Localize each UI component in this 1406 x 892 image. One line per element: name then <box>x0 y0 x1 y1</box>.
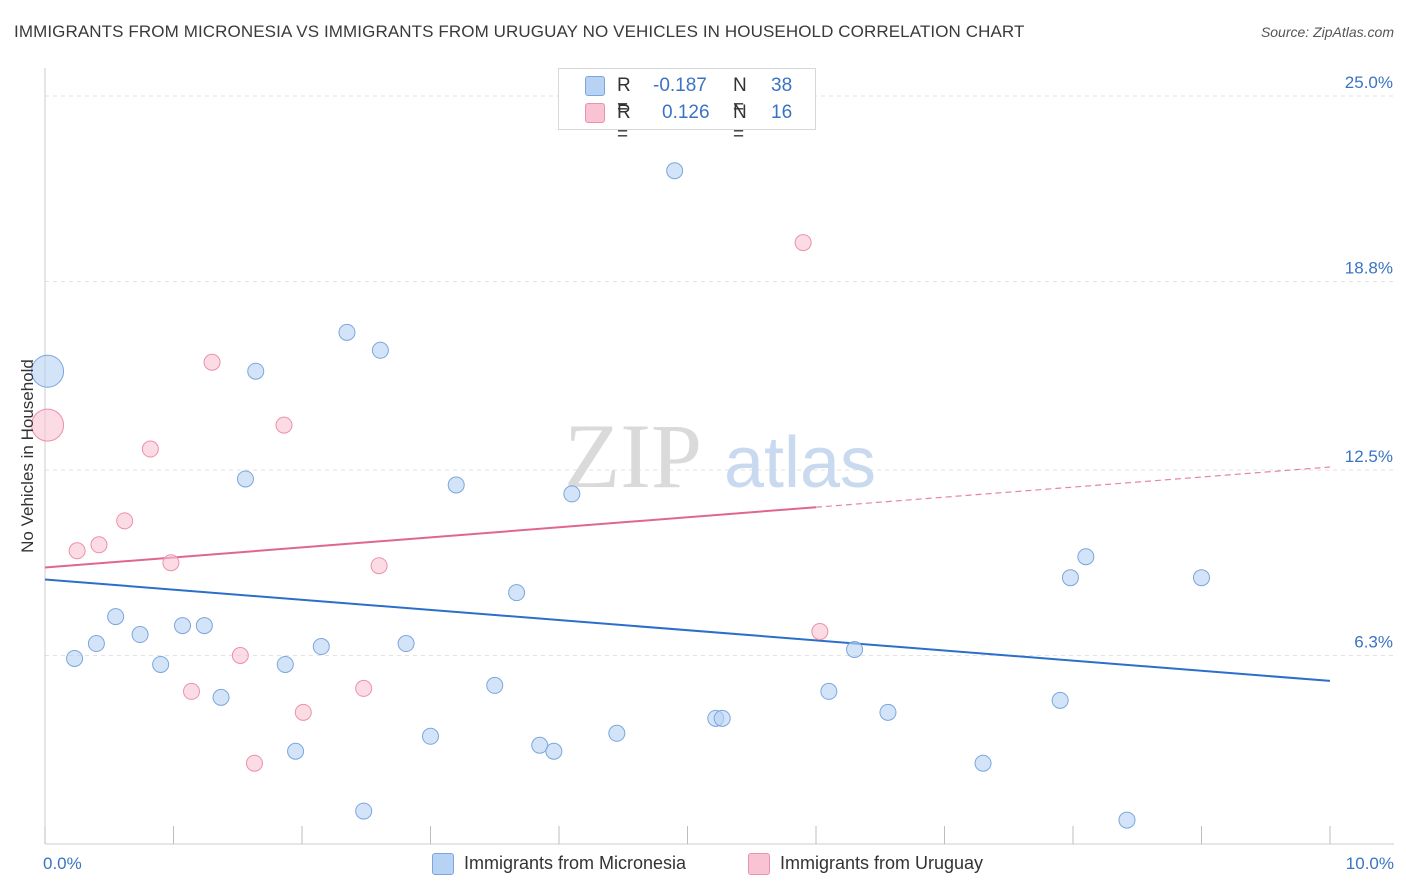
data-point-micronesia <box>608 724 626 742</box>
data-point-uruguay <box>794 234 812 252</box>
grid-lines <box>45 95 1394 656</box>
x-tick-label: 10.0% <box>1346 854 1394 873</box>
data-point-micronesia <box>371 341 389 359</box>
watermark-atlas: atlas <box>724 423 876 503</box>
data-point-uruguay <box>182 682 200 700</box>
data-point-uruguay <box>68 542 86 560</box>
data-point-micronesia <box>486 676 504 694</box>
data-point-micronesia <box>1193 569 1210 587</box>
x-tick-label: 0.0% <box>43 854 82 873</box>
data-point-micronesia <box>31 354 65 388</box>
data-point-micronesia <box>338 323 356 341</box>
legend-r-value: -0.187 <box>653 75 707 96</box>
data-point-micronesia <box>1118 811 1136 829</box>
data-point-micronesia <box>563 485 581 503</box>
data-point-micronesia <box>545 742 563 760</box>
legend-swatch-micronesia <box>585 76 605 96</box>
legend-n-label: N = <box>733 102 747 145</box>
data-point-micronesia <box>713 709 731 727</box>
y-tick-label: 18.8% <box>1345 258 1393 277</box>
tick-labels: 6.3% 12.5% 18.8% 25.0% 0.0% 10.0% <box>43 73 1394 873</box>
watermark-zip: ZIP <box>564 405 702 507</box>
data-point-micronesia <box>666 162 684 180</box>
data-point-micronesia <box>173 617 191 635</box>
series-label-micronesia: Immigrants from Micronesia <box>464 853 687 873</box>
data-point-micronesia <box>236 470 254 488</box>
watermark: ZIP atlas <box>564 405 876 507</box>
data-point-micronesia <box>846 641 864 659</box>
data-point-uruguay <box>811 623 829 641</box>
data-point-micronesia <box>287 742 305 760</box>
data-point-micronesia <box>447 476 465 494</box>
series-legend: Immigrants from Micronesia Immigrants fr… <box>0 852 1406 878</box>
data-point-micronesia <box>195 617 213 635</box>
correlation-legend: R = -0.187 N = 38 R = 0.126 N = 16 <box>558 68 816 145</box>
data-point-micronesia <box>107 608 125 626</box>
legend-n-value: 38 <box>771 75 793 96</box>
y-tick-label: 25.0% <box>1345 73 1393 92</box>
y-tick-label: 6.3% <box>1354 632 1393 651</box>
series-swatch-micronesia <box>432 853 454 875</box>
data-point-micronesia <box>531 736 549 754</box>
data-point-micronesia <box>66 649 84 667</box>
data-point-micronesia <box>974 754 992 772</box>
data-point-micronesia <box>212 688 230 706</box>
data-point-micronesia <box>247 362 265 380</box>
chart-title: IMMIGRANTS FROM MICRONESIA VS IMMIGRANTS… <box>14 22 1025 41</box>
y-axis-label: No Vehicles in Household <box>18 359 37 553</box>
data-point-uruguay <box>275 416 293 434</box>
data-point-micronesia <box>355 802 373 820</box>
data-point-micronesia <box>276 655 294 673</box>
data-point-uruguay <box>370 557 388 575</box>
series-swatch-uruguay <box>748 853 770 875</box>
data-point-uruguay <box>141 440 159 458</box>
data-point-uruguay <box>203 353 221 371</box>
data-point-micronesia <box>508 584 526 602</box>
legend-n-value: 16 <box>771 102 793 123</box>
y-tick-label: 12.5% <box>1345 447 1393 466</box>
data-point-uruguay <box>31 408 65 442</box>
axes <box>44 68 1394 845</box>
data-point-micronesia <box>397 635 415 653</box>
data-point-micronesia <box>1061 569 1079 587</box>
series-label-uruguay: Immigrants from Uruguay <box>780 853 984 873</box>
data-point-uruguay <box>355 679 373 697</box>
data-point-micronesia <box>879 703 897 721</box>
source-attribution: Source: ZipAtlas.com <box>1260 24 1394 40</box>
data-point-uruguay <box>294 703 312 721</box>
trend-line-micronesia <box>44 578 1331 682</box>
data-point-uruguay <box>231 646 249 664</box>
legend-r-label: R = <box>617 102 631 145</box>
legend-r-value: 0.126 <box>662 102 710 123</box>
data-point-uruguay <box>245 754 263 772</box>
legend-r-label: R = <box>617 75 631 118</box>
legend-n-label: N = <box>733 75 747 118</box>
data-points <box>31 162 1210 829</box>
legend-swatch-uruguay <box>585 103 605 123</box>
data-point-micronesia <box>1051 691 1069 709</box>
data-point-uruguay <box>116 512 134 530</box>
data-point-micronesia <box>312 638 330 656</box>
data-point-micronesia <box>422 727 439 745</box>
data-point-uruguay <box>90 536 108 554</box>
data-point-micronesia <box>1077 548 1095 566</box>
trend-line-extension-uruguay <box>815 466 1331 508</box>
data-point-micronesia <box>131 626 149 644</box>
trend-line-uruguay <box>44 506 817 569</box>
data-point-micronesia <box>820 682 838 700</box>
data-point-micronesia <box>87 635 105 653</box>
data-point-uruguay <box>162 554 180 572</box>
data-point-micronesia <box>152 655 170 673</box>
